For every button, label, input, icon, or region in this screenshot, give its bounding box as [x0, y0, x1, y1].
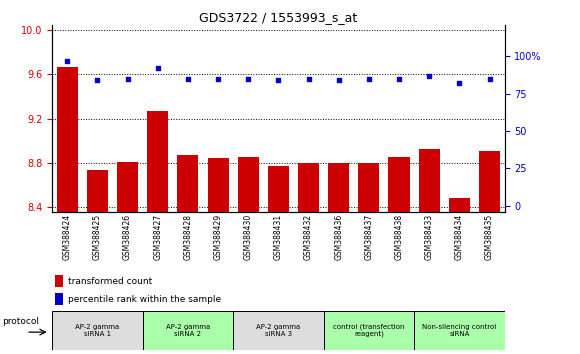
- Text: AP-2 gamma
siRNA 2: AP-2 gamma siRNA 2: [166, 324, 210, 337]
- Text: AP-2 gamma
siRNA 1: AP-2 gamma siRNA 1: [75, 324, 119, 337]
- Bar: [238, 157, 259, 212]
- Point: [63, 58, 72, 63]
- Bar: [358, 163, 379, 212]
- Bar: [55, 275, 63, 287]
- FancyBboxPatch shape: [143, 310, 233, 350]
- Text: percentile rank within the sample: percentile rank within the sample: [68, 295, 221, 304]
- Bar: [419, 149, 440, 212]
- Point: [244, 76, 253, 81]
- Text: transformed count: transformed count: [68, 277, 153, 286]
- Bar: [147, 111, 168, 212]
- Point: [123, 76, 132, 81]
- Point: [304, 76, 313, 81]
- Point: [455, 80, 464, 86]
- Bar: [177, 155, 198, 212]
- Bar: [449, 198, 470, 212]
- Bar: [55, 293, 63, 305]
- Bar: [268, 166, 289, 212]
- FancyBboxPatch shape: [233, 310, 324, 350]
- FancyBboxPatch shape: [414, 310, 505, 350]
- Point: [364, 76, 374, 81]
- Point: [93, 77, 102, 83]
- Bar: [117, 162, 138, 212]
- Bar: [298, 163, 319, 212]
- Text: Non-silencing control
siRNA: Non-silencing control siRNA: [422, 324, 496, 337]
- Bar: [208, 158, 229, 212]
- Text: AP-2 gamma
siRNA 3: AP-2 gamma siRNA 3: [256, 324, 300, 337]
- Bar: [389, 157, 409, 212]
- Text: protocol: protocol: [2, 316, 39, 326]
- Point: [485, 76, 494, 81]
- Point: [183, 76, 193, 81]
- Title: GDS3722 / 1553993_s_at: GDS3722 / 1553993_s_at: [200, 11, 357, 24]
- Bar: [87, 171, 108, 212]
- Point: [425, 73, 434, 79]
- Bar: [479, 150, 500, 212]
- Point: [274, 77, 283, 83]
- Point: [334, 77, 343, 83]
- Point: [213, 76, 223, 81]
- Point: [394, 76, 404, 81]
- Text: control (transfection
reagent): control (transfection reagent): [333, 323, 405, 337]
- Bar: [57, 67, 78, 212]
- Point: [153, 65, 162, 71]
- FancyBboxPatch shape: [52, 310, 143, 350]
- FancyBboxPatch shape: [324, 310, 414, 350]
- Bar: [328, 163, 349, 212]
